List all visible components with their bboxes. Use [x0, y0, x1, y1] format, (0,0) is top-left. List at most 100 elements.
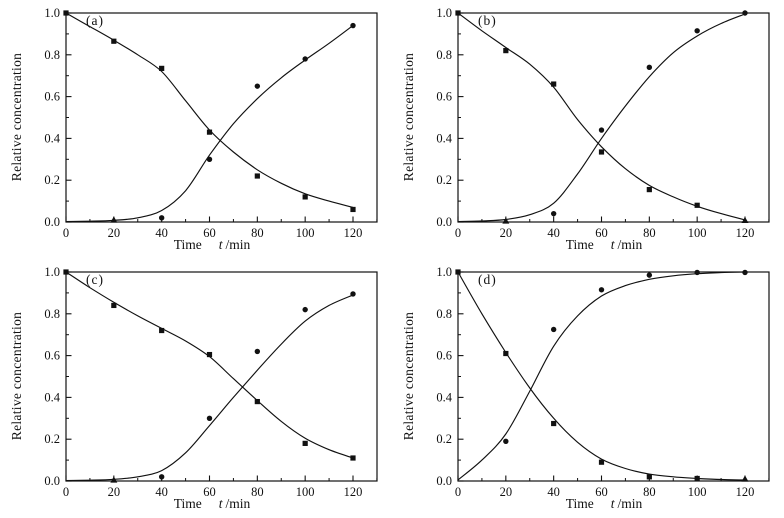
x-tick-label: 20 — [108, 226, 121, 240]
x-axis-title-symbol: t — [610, 496, 615, 511]
y-tick-label: 0.6 — [436, 349, 452, 363]
series-intermediate-triangles — [502, 216, 749, 224]
x-axis-title: Time t/min — [566, 496, 643, 512]
circle-marker — [598, 287, 605, 293]
panel-d: 0 20 40 60 80 100 120 0.0 0.2 0.4 0.6 0.8 1.0 (d) Re… — [392, 259, 784, 518]
circle-marker — [503, 438, 509, 444]
square-marker — [694, 475, 700, 482]
plot-b: 0 20 40 60 80 100 120 0.0 0.2 0.4 0.6 0.8 1.0 — [436, 6, 770, 240]
square-marker — [646, 187, 652, 193]
y-axis: 0.0 0.2 0.4 0.6 0.8 1.0 — [436, 6, 464, 229]
square-marker — [159, 327, 165, 334]
triangle-marker — [110, 216, 118, 223]
x-axis: 0 20 40 60 80 100 120 — [455, 216, 770, 240]
x-axis-title-unit: /min — [225, 237, 251, 252]
fit-curve — [65, 25, 354, 223]
x-axis-title-unit: /min — [617, 237, 643, 252]
circle-marker — [646, 272, 653, 278]
circle-marker — [158, 215, 165, 221]
y-tick-label: 0.0 — [44, 215, 60, 229]
square-marker — [551, 81, 557, 87]
y-tick-label: 0.8 — [44, 48, 60, 62]
x-tick-label: 100 — [296, 226, 315, 240]
x-axis-title-word: Time — [173, 496, 202, 511]
y-tick-label: 0.2 — [436, 173, 452, 187]
y-tick-label: 0.2 — [44, 432, 60, 446]
x-tick-label: 120 — [344, 485, 363, 499]
square-marker — [551, 420, 557, 427]
square-marker — [254, 398, 260, 405]
square-marker — [598, 459, 605, 465]
circle-marker — [254, 348, 261, 355]
y-tick-label: 0.2 — [44, 173, 60, 187]
x-tick-label: 20 — [108, 485, 121, 499]
fit-curve — [457, 271, 746, 481]
panel-label-d: (d) — [478, 272, 497, 287]
square-marker — [302, 440, 308, 446]
x-tick-label: 40 — [547, 485, 560, 499]
circle-marker — [646, 64, 653, 71]
plot-frame — [457, 271, 770, 482]
y-tick-label: 1.0 — [44, 265, 60, 279]
x-tick-label: 20 — [500, 485, 512, 499]
x-axis: 0 20 40 60 80 100 120 — [63, 216, 378, 240]
series-reactant-squares — [63, 10, 356, 213]
panel-c: 0 20 40 60 80 100 120 0.0 0.2 0.4 0.6 0.8 1.0 (c) Re… — [0, 259, 392, 518]
panel-b: 0 20 40 60 80 100 120 0.0 0.2 0.4 0.6 0.8 1.0 (b) Re… — [392, 0, 784, 259]
circle-marker — [350, 22, 356, 29]
x-tick-label: 60 — [595, 226, 608, 240]
x-tick-label: 80 — [251, 226, 264, 240]
square-marker — [350, 206, 356, 213]
circle-marker — [742, 269, 748, 276]
square-marker — [350, 455, 356, 461]
y-tick-label: 1.0 — [436, 6, 452, 20]
circle-marker — [550, 210, 557, 217]
x-tick-label: 40 — [155, 226, 168, 240]
circle-marker — [206, 415, 213, 421]
series-product-circles — [65, 22, 356, 223]
fit-curve — [457, 271, 746, 481]
square-marker — [503, 350, 509, 357]
square-marker — [111, 38, 117, 44]
square-marker — [63, 10, 69, 16]
y-tick-label: 0.8 — [436, 307, 452, 321]
y-tick-label: 1.0 — [44, 6, 60, 20]
panel-label-b: (b) — [478, 13, 497, 28]
square-marker — [598, 149, 605, 155]
x-tick-label: 60 — [595, 485, 608, 499]
series-intermediate-triangles — [110, 216, 118, 223]
square-marker — [302, 194, 308, 200]
series-reactant-squares — [455, 10, 746, 221]
series-intermediate-triangles — [110, 476, 118, 483]
y-tick-label: 0.6 — [44, 90, 60, 104]
circle-marker — [742, 10, 748, 16]
square-marker — [111, 302, 117, 309]
circle-marker — [302, 56, 308, 62]
x-tick-label: 60 — [203, 226, 216, 240]
plot-c: 0 20 40 60 80 100 120 0.0 0.2 0.4 0.6 0.8 1.0 — [44, 265, 378, 499]
series-intermediate-triangles — [741, 475, 749, 482]
x-tick-label: 0 — [455, 485, 461, 499]
y-tick-label: 0.4 — [436, 131, 452, 145]
x-tick-label: 60 — [203, 485, 216, 499]
square-marker — [455, 10, 461, 16]
circle-marker — [694, 28, 700, 34]
y-tick-label: 0.4 — [436, 390, 452, 404]
square-marker — [694, 202, 700, 208]
square-marker — [206, 351, 213, 358]
fit-curve — [457, 12, 746, 221]
x-tick-label: 100 — [688, 485, 707, 499]
x-axis-title: Time t/min — [174, 496, 251, 512]
x-tick-label: 0 — [63, 485, 69, 499]
triangle-marker — [741, 216, 749, 224]
x-tick-label: 80 — [643, 485, 656, 499]
y-tick-label: 0.6 — [44, 349, 60, 363]
y-tick-label: 0.6 — [436, 90, 452, 104]
square-marker — [503, 48, 509, 54]
y-axis: 0.0 0.2 0.4 0.6 0.8 1.0 — [436, 265, 464, 488]
x-tick-label: 0 — [63, 226, 69, 240]
y-axis: 0.0 0.2 0.4 0.6 0.8 1.0 — [44, 6, 72, 229]
y-axis: 0.0 0.2 0.4 0.6 0.8 1.0 — [44, 265, 72, 488]
x-tick-label: 40 — [547, 226, 560, 240]
